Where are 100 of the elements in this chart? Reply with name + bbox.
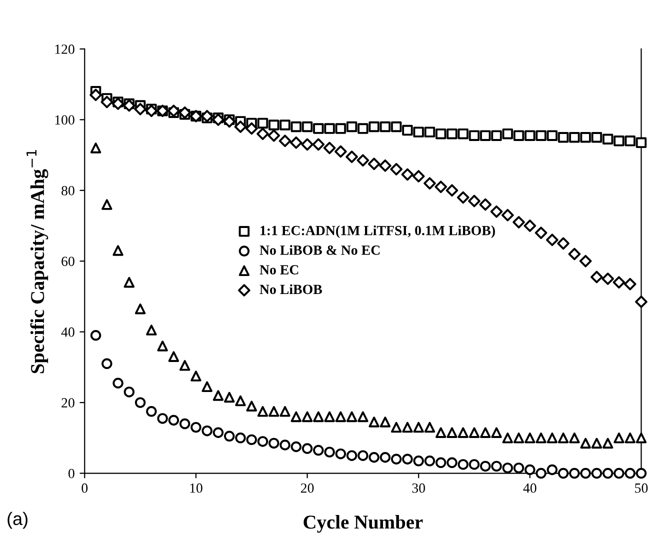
point <box>534 226 548 240</box>
point <box>335 123 346 134</box>
point <box>458 128 468 140</box>
point <box>245 122 258 135</box>
point <box>502 432 514 444</box>
point <box>134 102 146 116</box>
point <box>134 303 146 314</box>
point <box>302 121 313 132</box>
point <box>368 121 380 132</box>
point <box>290 121 302 132</box>
legend-label: No LiBOB <box>260 284 322 294</box>
point <box>256 128 269 140</box>
point <box>468 194 480 208</box>
point <box>468 459 480 470</box>
point <box>268 438 280 449</box>
point <box>458 427 468 438</box>
point <box>102 199 112 210</box>
point <box>368 416 380 428</box>
point <box>356 154 370 167</box>
point <box>614 136 624 146</box>
point <box>480 427 491 438</box>
point <box>491 460 502 472</box>
point <box>257 436 268 447</box>
point <box>591 468 602 479</box>
point <box>112 98 124 110</box>
point <box>456 191 470 204</box>
point <box>413 456 424 466</box>
point <box>479 198 492 211</box>
point <box>513 462 524 474</box>
point <box>602 134 614 144</box>
point <box>90 142 102 154</box>
point <box>368 158 380 170</box>
x-tick-label: 20 <box>300 483 314 493</box>
point <box>334 145 347 158</box>
point <box>546 432 558 444</box>
point <box>380 416 391 428</box>
point <box>390 454 402 465</box>
point <box>346 450 358 461</box>
point <box>146 324 157 336</box>
point <box>624 432 636 444</box>
point <box>268 406 280 417</box>
point <box>435 128 446 140</box>
point <box>590 270 603 284</box>
point <box>346 411 358 422</box>
y-tick-label: 20 <box>62 398 74 408</box>
point <box>324 446 335 458</box>
point <box>624 468 636 479</box>
point <box>122 99 136 112</box>
text: (a) <box>8 512 28 529</box>
point <box>491 427 502 438</box>
point <box>490 205 503 218</box>
point <box>346 121 358 132</box>
point <box>524 220 536 232</box>
point <box>223 115 236 128</box>
point <box>112 378 124 388</box>
point <box>446 427 458 438</box>
point <box>157 340 168 352</box>
point <box>380 452 391 463</box>
point <box>557 237 570 250</box>
point <box>413 422 424 433</box>
point <box>536 432 546 444</box>
point <box>212 390 224 401</box>
point <box>390 121 402 132</box>
point <box>290 411 302 422</box>
point <box>624 278 636 290</box>
point <box>602 438 614 449</box>
point <box>636 432 647 444</box>
point <box>278 134 292 148</box>
point <box>302 411 313 422</box>
point <box>434 180 448 194</box>
point <box>301 138 314 151</box>
point <box>380 121 391 132</box>
y-tick-label: 100 <box>55 115 74 125</box>
point <box>358 123 368 134</box>
point <box>424 422 436 433</box>
point <box>502 128 514 140</box>
point <box>346 150 358 163</box>
x-axis-title: Cycle Number <box>304 515 423 533</box>
point <box>90 88 102 102</box>
point <box>268 120 280 130</box>
point <box>157 413 168 424</box>
point <box>546 234 558 246</box>
point <box>413 126 424 138</box>
point <box>302 443 313 454</box>
point <box>146 406 157 417</box>
point <box>179 360 190 371</box>
point <box>257 118 268 129</box>
point <box>624 136 636 146</box>
point <box>390 163 402 176</box>
y-tick-label: 0 <box>68 468 74 478</box>
point <box>257 406 268 417</box>
point <box>335 411 346 422</box>
point <box>602 272 614 285</box>
point <box>235 432 246 444</box>
point <box>358 450 368 461</box>
point <box>446 128 458 140</box>
y-tick-label: 60 <box>62 256 74 266</box>
y-tick-label: 40 <box>61 327 74 337</box>
point <box>290 441 302 452</box>
point <box>558 132 569 143</box>
